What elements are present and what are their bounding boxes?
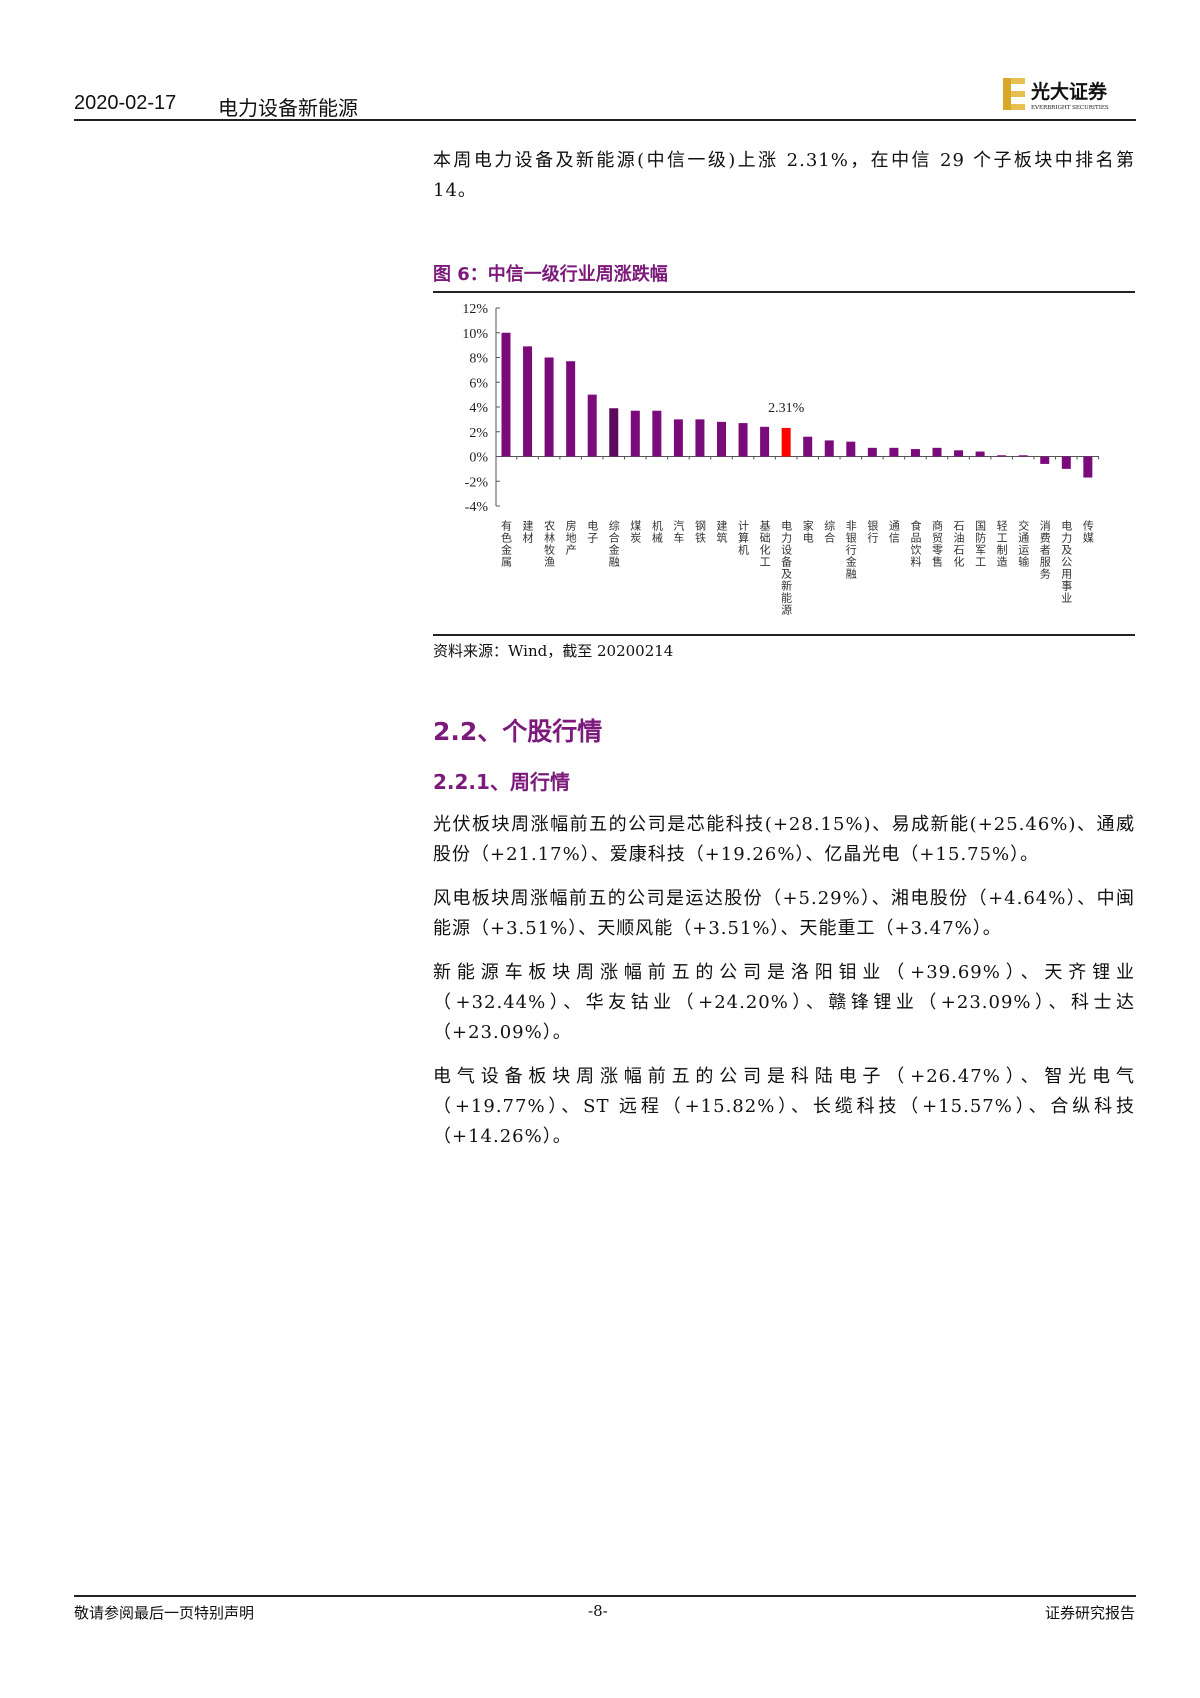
y-tick-label: 12% [462,302,488,317]
subsection-heading: 2.2.1、周行情 [433,770,570,794]
y-tick-label: 4% [469,401,488,416]
x-tick-label: 银行 [866,519,879,544]
figure-bottom-rule [433,634,1135,636]
bar-建材 [523,346,533,457]
x-tick-label: 商贸零售 [931,519,944,568]
y-tick-label: 0% [469,451,488,466]
logo-e-icon: 光大证券 EVERBRIGHT SECURITIES [1003,78,1109,111]
x-tick-label: 农林牧渔 [543,519,556,568]
y-tick-label: 10% [462,327,488,342]
x-tick-label: 建筑 [715,519,728,544]
x-tick-label: 房地产 [564,520,577,556]
bar-商贸零售 [932,447,942,457]
header-divider [74,119,1136,121]
bar-轻工制造 [997,455,1007,457]
x-tick-label: 基础化工 [758,520,771,568]
page-number: -8- [588,1602,608,1620]
x-tick-label: 电子 [586,520,599,544]
bar-农林牧渔 [544,357,554,457]
footer-report-type: 证券研究报告 [1044,1604,1135,1622]
x-tick-label: 轻工制造 [995,519,1008,568]
footer-disclaimer: 敬请参阅最后一页特别声明 [74,1604,255,1622]
x-tick-label: 建材 [521,519,534,544]
bar-国防军工 [975,451,985,457]
figure-title: 图 6：中信一级行业周涨跌幅 [433,264,668,285]
footer-divider [74,1595,1136,1597]
bar-基础化工 [760,426,770,457]
paragraph-wind: 风电板块周涨幅前五的公司是运达股份（+5.29%）、湘电股份（+4.64%）、中… [433,888,1135,939]
bar-通信 [889,447,899,457]
x-tick-label: 电力设备及新能源 [780,520,793,616]
bar-消费者服务 [1040,456,1050,464]
bar-综合金融 [609,408,619,457]
x-tick-label: 石油石化 [952,520,965,568]
x-tick-label: 钢铁 [693,520,706,544]
paragraph-nev: 新能源车板块周涨幅前五的公司是洛阳钼业（+39.69%）、天齐锂业（+32.44… [433,962,1135,1043]
y-tick-label: 8% [469,352,488,367]
bar-建筑 [717,421,726,457]
bar-chart: 12% 10% 8% 6% 4% 2% 0% -2% -4% 有色金属 建材 农林牧渔 房地产 电子 综合金… [462,302,1100,616]
bar-电子 [587,394,597,457]
report-date: 2020-02-17 [74,92,177,114]
section-heading: 2.2、个股行情 [433,717,603,746]
y-tick-label: -2% [465,475,489,490]
bar-银行 [867,447,877,457]
y-tick-label: 6% [469,376,488,391]
paragraph-pv: 光伏板块周涨幅前五的公司是芯能科技(+28.15%)、易成新能(+25.46%)… [433,814,1135,865]
bar-石油石化 [954,450,964,457]
data-label-highlight: 2.31% [768,401,805,416]
bar-电力设备及新能源 [781,427,791,457]
bar-非银行金融 [846,441,856,457]
x-tick-label: 非银行金融 [844,520,857,580]
x-tick-label: 食品饮料 [909,519,922,568]
everbright-logo: 光大证券 EVERBRIGHT SECURITIES [1003,76,1133,114]
x-tick-label: 家电 [801,519,814,544]
bar-机械 [652,410,662,457]
figure-source: 资料来源：Wind，截至 20200214 [433,642,674,660]
x-tick-label: 国防军工 [974,520,987,568]
figure-top-rule [433,291,1135,293]
x-tick-label: 电力及公用事业 [1060,520,1073,604]
logo-en: EVERBRIGHT SECURITIES [1031,105,1109,111]
x-tick-label: 煤炭 [629,520,642,544]
x-tick-label: 有色金属 [500,519,513,568]
bar-传媒 [1083,456,1093,478]
bar-交通运输 [1018,455,1028,457]
x-tick-label: 综合 [823,519,836,544]
bar-食品饮料 [910,449,920,457]
x-tick-label: 机械 [650,519,663,544]
bar-房地产 [566,361,576,457]
logo-cn: 光大证券 [1030,80,1108,103]
y-tick-label: -4% [465,500,489,515]
bar-电力及公用事业 [1061,456,1071,469]
bar-综合 [824,440,834,457]
x-tick-label: 计算机 [737,520,750,556]
x-tick-label: 传媒 [1081,520,1094,544]
x-tick-label: 消费者服务 [1038,519,1051,580]
paragraph-electrical: 电气设备板块周涨幅前五的公司是科陆电子（+26.47%）、智光电气（+19.77… [433,1066,1135,1147]
bar-有色金属 [501,332,511,457]
bar-钢铁 [695,419,705,457]
bar-家电 [803,436,813,457]
report-sector: 电力设备新能源 [218,96,358,120]
bar-煤炭 [630,410,640,457]
bar-计算机 [738,423,748,457]
x-tick-label: 通信 [887,520,900,544]
bar-汽车 [673,419,683,457]
y-tick-label: 2% [469,426,488,441]
x-tick-label: 综合金融 [607,519,620,568]
x-tick-label: 交通运输 [1017,519,1030,568]
intro-paragraph: 本周电力设备及新能源(中信一级)上涨 2.31%，在中信 29 个子板块中排名第… [433,150,1135,201]
x-tick-label: 汽车 [672,519,685,544]
